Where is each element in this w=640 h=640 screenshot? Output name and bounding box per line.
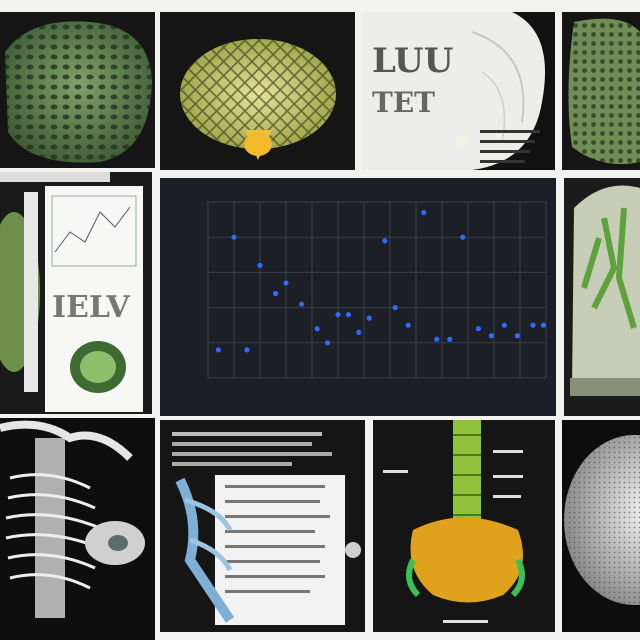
spine-specimen-image (383, 420, 525, 623)
data-point (460, 234, 466, 240)
green-texture-image (568, 18, 640, 165)
plot-area (207, 201, 547, 379)
data-point (501, 322, 507, 328)
data-point (257, 262, 263, 268)
white-scan-image: LUU TET (362, 12, 546, 170)
spine-specimen-tile (373, 420, 555, 632)
coral-sponge-image (180, 39, 336, 160)
data-point (514, 333, 520, 339)
lung-texture-tile (0, 12, 155, 168)
data-point (421, 209, 427, 216)
data-point (475, 326, 481, 332)
data-point (325, 340, 331, 346)
data-point (273, 290, 279, 297)
data-point (283, 280, 289, 286)
white-scan-tile: LUU TET (362, 12, 555, 170)
scatter-chart-tile (160, 178, 556, 416)
data-point (540, 322, 546, 328)
spiky-sphere-tile (562, 420, 640, 632)
green-branches-image (570, 185, 640, 396)
white-skeleton-tile (0, 418, 155, 640)
blue-scan-document-image (172, 432, 361, 625)
spiky-sphere-image (564, 435, 640, 605)
coral-sponge-tile (160, 12, 355, 170)
white-skeleton-image (0, 420, 145, 618)
data-point (356, 329, 362, 335)
data-point (488, 333, 494, 339)
data-point (366, 315, 372, 321)
document-panel-tile: IELV (0, 172, 152, 414)
scan-letters-bottom: TET (372, 86, 435, 119)
data-point (299, 301, 305, 307)
chart-points (215, 209, 546, 353)
data-point (530, 322, 536, 328)
document-panel-image: IELV (0, 172, 143, 412)
data-point (392, 305, 398, 311)
chart-grid (207, 201, 547, 379)
data-point (335, 312, 341, 318)
data-point (314, 326, 320, 332)
data-point (345, 312, 351, 318)
lung-texture-image (5, 21, 152, 163)
green-texture-tile (562, 12, 640, 170)
data-point (231, 234, 237, 240)
scatter-chart (207, 201, 547, 379)
data-point (434, 336, 440, 342)
data-point (447, 336, 453, 342)
data-point (405, 322, 411, 328)
data-point (244, 347, 250, 353)
data-point (382, 238, 388, 244)
blue-scan-document-tile (160, 420, 365, 632)
document-big-letters: IELV (52, 290, 130, 325)
scan-letters-top: LUU (372, 41, 453, 81)
data-point (215, 347, 221, 353)
green-branches-tile (564, 178, 640, 416)
